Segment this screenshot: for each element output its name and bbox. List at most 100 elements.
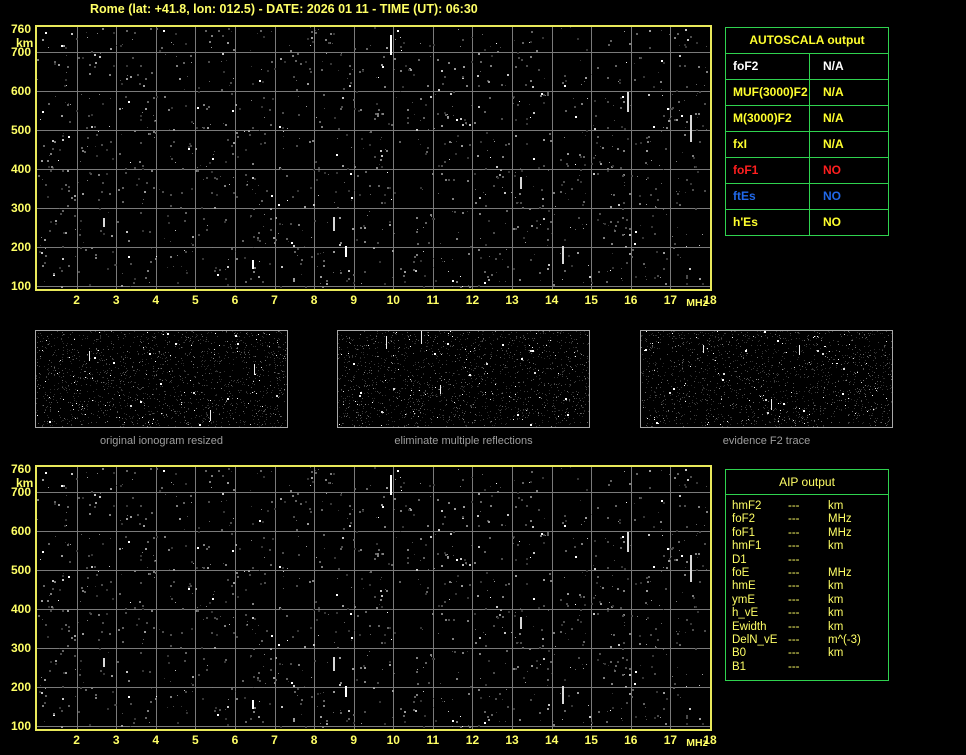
aip-row-unit: m^(-3) (828, 633, 861, 646)
autoscala-row-label: foF1 (726, 158, 810, 183)
y-axis-tick: 700 (10, 485, 31, 500)
aip-row-label: h_vE (732, 607, 759, 620)
aip-row: B1 --- (726, 661, 888, 674)
thumbnail-eliminate-reflections (337, 330, 590, 428)
x-axis-tick: 12 (465, 733, 480, 747)
x-axis-tick: 10 (386, 733, 400, 747)
autoscala-row-value: N/A (823, 111, 844, 125)
x-axis-tick: 5 (192, 293, 199, 307)
x-axis-tick: 15 (584, 733, 598, 747)
aip-row-value: --- (788, 553, 800, 566)
aip-row-value: --- (788, 580, 800, 593)
aip-row: hmF1 --- km (726, 540, 888, 553)
x-axis-tick: 8 (310, 293, 318, 307)
autoscala-row-label: MUF(3000)F2 (726, 80, 810, 105)
y-axis-tick: 100 (10, 719, 31, 733)
y-axis-tick: 500 (10, 123, 31, 138)
y-axis-tick: 760 (10, 462, 31, 476)
thumbnail-original-ionogram (35, 330, 288, 428)
x-axis-tick: 2 (73, 733, 80, 747)
aip-row-unit: MHz (828, 566, 852, 579)
aip-row: ymE --- km (726, 594, 888, 607)
aip-row-label: DelN_vE (732, 633, 778, 646)
autoscala-row-label: ftEs (726, 184, 810, 209)
x-axis-unit: MHz (686, 297, 708, 309)
y-axis-tick: 100 (10, 279, 31, 293)
aip-row-value: --- (788, 620, 800, 633)
aip-row-label: hmE (732, 580, 756, 593)
x-axis-tick: 12 (465, 293, 480, 307)
y-axis-tick: 400 (10, 162, 31, 177)
aip-row-label: hmF1 (732, 540, 762, 553)
x-axis-tick: 4 (152, 733, 160, 747)
y-axis-tick: 600 (10, 524, 31, 539)
aip-row: h_vE --- km (726, 607, 888, 620)
aip-row-label: foF2 (732, 513, 756, 526)
autoscala-row-value: N/A (823, 59, 844, 73)
aip-row: D1 --- (726, 554, 888, 567)
y-axis-tick: 200 (10, 680, 31, 695)
x-axis-tick: 14 (544, 293, 559, 307)
x-axis-tick: 6 (231, 733, 239, 747)
x-axis-tick: 18 (703, 733, 717, 747)
aip-row-label: ymE (732, 593, 755, 606)
aip-row: DelN_vE --- m^(-3) (726, 634, 888, 647)
autoscala-row-value: NO (823, 189, 841, 203)
autoscala-row-label: M(3000)F2 (726, 106, 810, 131)
x-axis-tick: 2 (73, 293, 80, 307)
x-axis-tick: 10 (386, 293, 400, 307)
y-axis-tick: 760 (10, 22, 31, 36)
autoscala-row: h'Es NO (726, 210, 888, 235)
autoscala-row: M(3000)F2 N/A (726, 106, 888, 132)
aip-row-unit: km (828, 647, 844, 660)
thumbnail-caption-original: original ionogram resized (100, 435, 223, 447)
aip-row-value: --- (788, 526, 800, 539)
aip-row: hmE --- km (726, 580, 888, 593)
ionogram-plot-bottom (35, 465, 712, 731)
aip-row-unit (828, 554, 888, 567)
autoscala-row-value: N/A (823, 137, 844, 151)
aip-row-label: foE (732, 566, 750, 579)
x-axis-tick: 14 (544, 733, 559, 747)
aip-row-unit: km (828, 540, 844, 553)
aip-row-value: --- (788, 513, 800, 526)
x-axis-tick: 15 (584, 293, 598, 307)
y-axis-tick: 400 (10, 602, 31, 617)
aip-row-value: --- (788, 540, 800, 553)
aip-row-label: foF1 (732, 526, 756, 539)
aip-row-value: --- (788, 500, 800, 512)
thumbnail-canvas (641, 331, 892, 427)
aip-row-unit: km (828, 500, 844, 512)
ionogram-plot-top (35, 25, 712, 291)
x-axis-tick: 3 (112, 293, 120, 307)
y-axis-unit: km (16, 476, 34, 490)
autoscala-row-value: NO (823, 163, 841, 177)
x-axis-tick: 8 (310, 733, 318, 747)
x-axis-tick: 13 (505, 293, 519, 307)
autoscala-row: ftEs NO (726, 184, 888, 210)
aip-row-unit: km (828, 593, 844, 606)
autoscala-table-body: foF2 N/A MUF(3000)F2 N/A M(3000)F2 N/A fxI N/A f… (726, 54, 888, 235)
autoscala-row-label: fxI (726, 132, 810, 157)
autoscala-row: foF1 NO (726, 158, 888, 184)
aip-row: foE --- MHz (726, 567, 888, 580)
x-axis-tick: 18 (703, 293, 717, 307)
autoscala-row: MUF(3000)F2 N/A (726, 80, 888, 106)
x-axis-tick: 5 (192, 733, 199, 747)
x-axis-tick: 3 (112, 733, 120, 747)
aip-row-unit: MHz (828, 513, 852, 526)
aip-row-value: --- (788, 593, 800, 606)
autoscala-row-value: N/A (823, 85, 844, 99)
autoscala-row: foF2 N/A (726, 54, 888, 80)
aip-row-value: --- (788, 566, 800, 579)
aip-row-unit: km (828, 620, 844, 633)
aip-row-label: Ewidth (732, 620, 767, 633)
ionogram-canvas (37, 27, 710, 289)
thumbnail-evidence-f2-trace (640, 330, 893, 428)
y-axis-tick: 600 (10, 84, 31, 99)
y-axis-unit: km (16, 36, 34, 50)
x-axis-tick: 16 (624, 293, 638, 307)
aip-row-unit: km (828, 580, 844, 593)
y-axis-tick: 300 (10, 641, 31, 656)
